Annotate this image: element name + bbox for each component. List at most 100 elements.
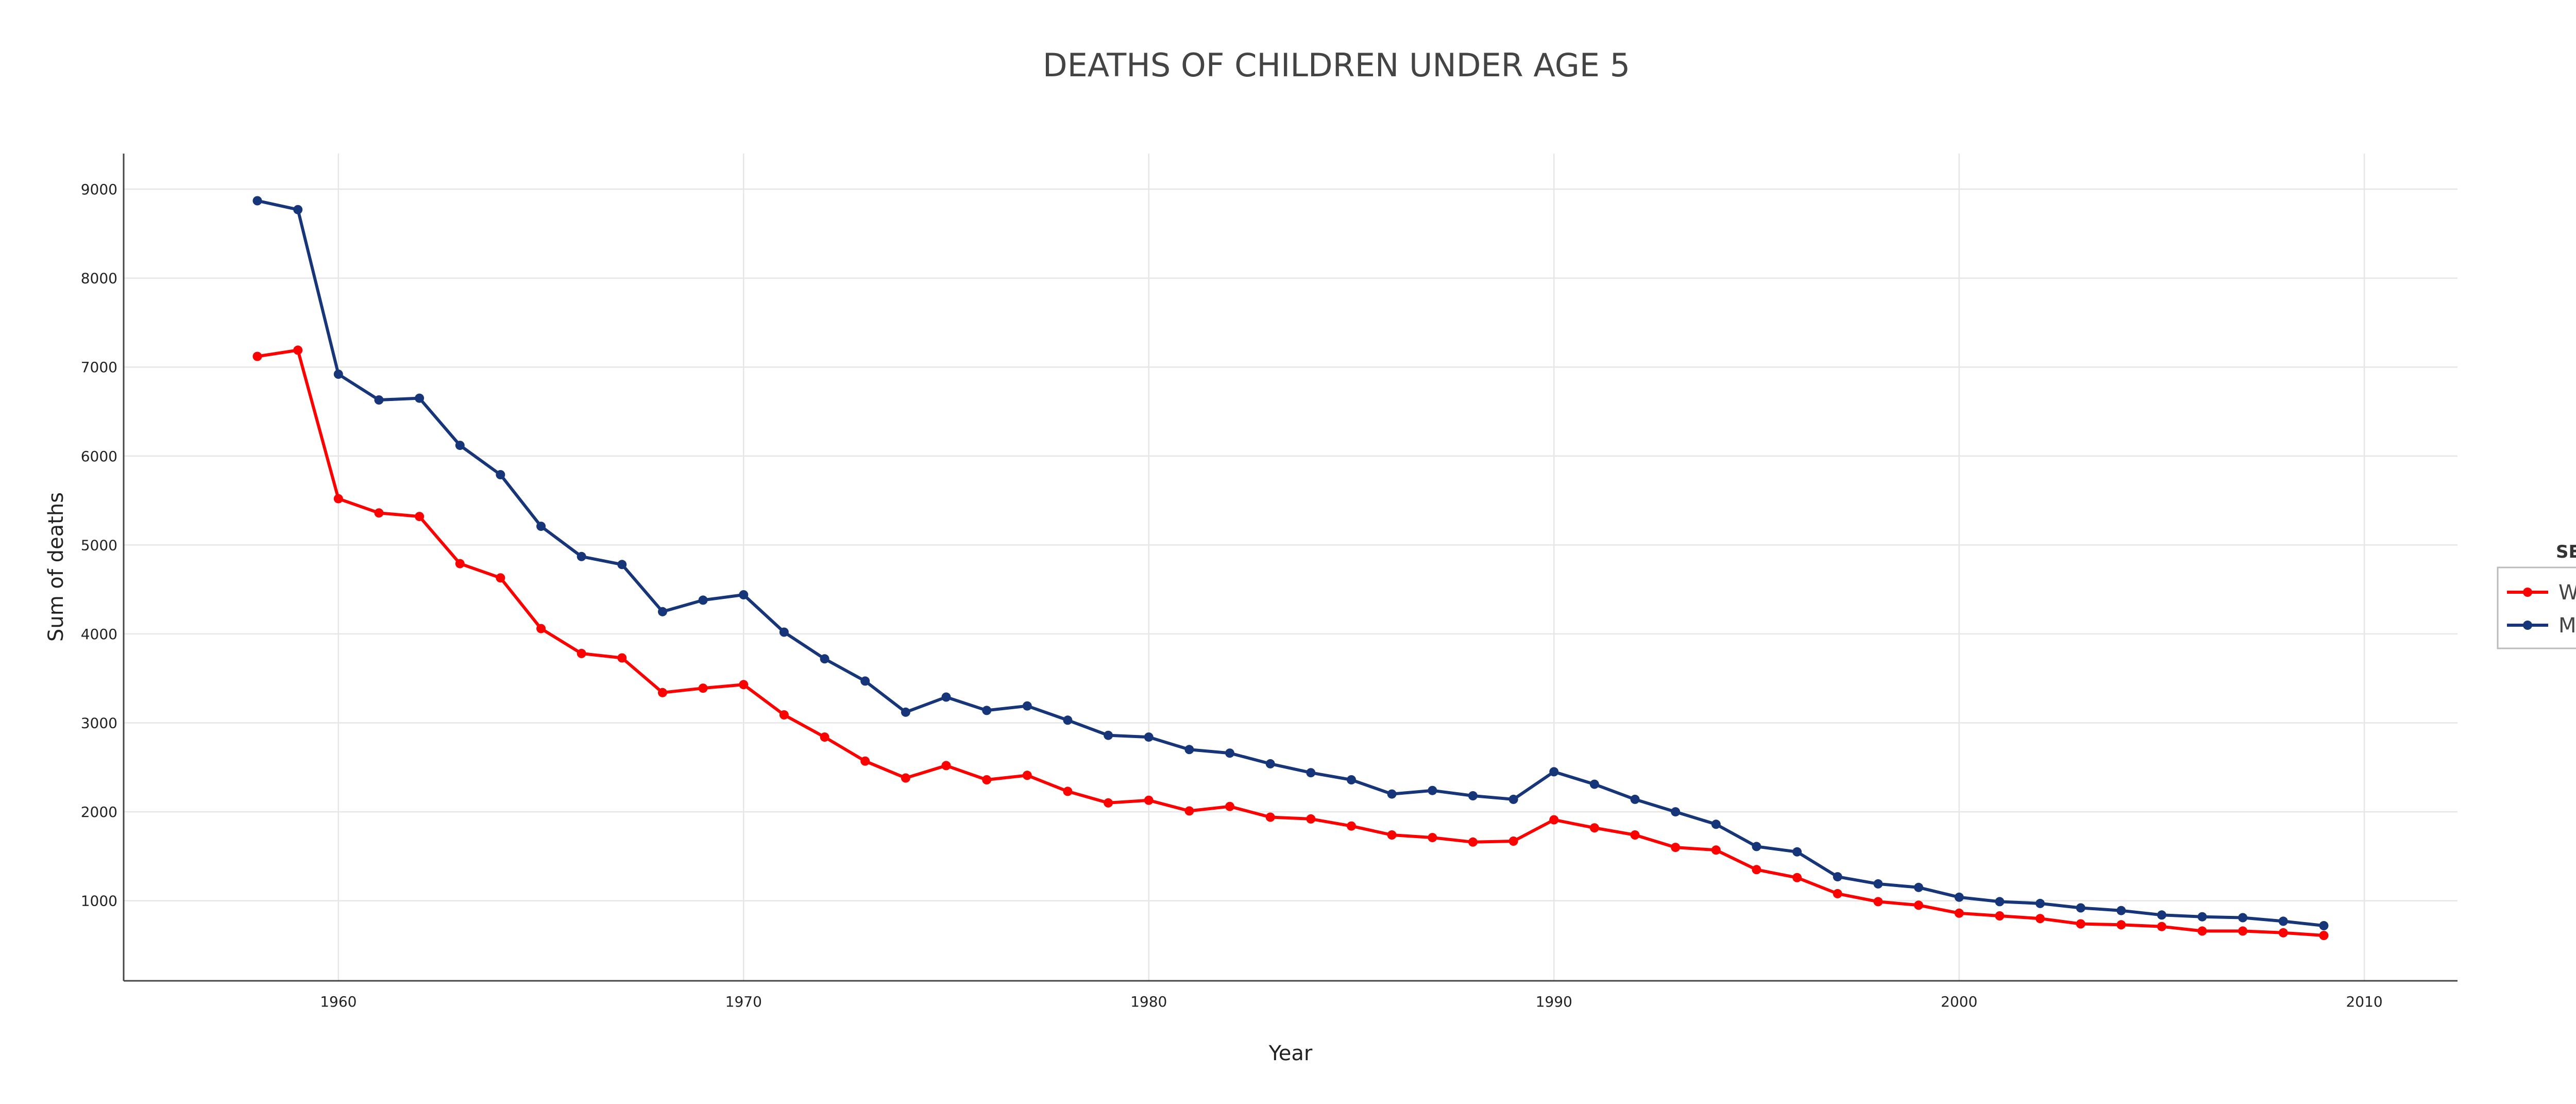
data-point-men	[1711, 819, 1721, 829]
data-point-men	[2278, 916, 2288, 926]
data-point-men	[293, 205, 303, 214]
data-point-women	[982, 775, 992, 784]
data-point-women	[1265, 812, 1275, 822]
y-tick-label: 6000	[81, 448, 117, 465]
data-point-women	[2157, 922, 2166, 931]
data-point-men	[1387, 789, 1397, 799]
data-point-women	[2197, 926, 2207, 936]
data-point-men	[941, 692, 951, 702]
data-point-men	[820, 654, 829, 664]
data-point-women	[1549, 815, 1559, 825]
data-point-women	[2319, 931, 2329, 940]
data-point-women	[455, 559, 465, 568]
data-point-men	[1914, 882, 1923, 892]
data-point-men	[1752, 842, 1761, 851]
y-axis-title: Sum of deaths	[44, 492, 68, 642]
data-point-men	[536, 522, 546, 531]
data-point-women	[252, 352, 262, 361]
data-point-women	[1873, 897, 1883, 907]
x-tick-label: 2010	[2346, 993, 2382, 1010]
data-point-women	[698, 683, 708, 693]
series-women	[252, 345, 2329, 940]
data-point-men	[577, 551, 586, 561]
series-line-women	[257, 348, 2324, 937]
data-point-women	[536, 624, 546, 633]
data-point-men	[1468, 791, 1478, 800]
data-point-women	[901, 773, 910, 783]
data-point-women	[1792, 873, 1802, 882]
data-point-men	[1306, 768, 1316, 778]
data-point-women	[1914, 900, 1923, 910]
legend-label: Women	[2558, 581, 2576, 605]
x-axis-title: Year	[1268, 1042, 1313, 1065]
data-point-women	[860, 756, 870, 766]
x-tick-label: 2000	[1941, 993, 1977, 1010]
data-point-women	[1589, 823, 1599, 833]
data-point-men	[698, 595, 708, 605]
data-point-women	[1387, 830, 1397, 840]
series-men	[252, 196, 2329, 930]
data-point-men	[1833, 872, 1842, 882]
data-point-men	[1063, 715, 1073, 725]
legend-swatch-marker	[2523, 588, 2532, 597]
data-point-women	[2238, 926, 2248, 936]
data-point-men	[1184, 745, 1194, 755]
data-point-men	[2076, 903, 2086, 913]
data-point-women	[2035, 914, 2045, 924]
data-point-men	[2035, 898, 2045, 908]
legend-items: Women Men	[2507, 581, 2576, 638]
series-line-men	[257, 199, 2324, 927]
data-point-men	[2157, 910, 2166, 920]
data-point-men	[1225, 748, 1234, 758]
chart-title: DEATHS OF CHILDREN UNDER AGE 5	[1043, 46, 1630, 84]
data-point-men	[1104, 730, 1113, 740]
data-point-men	[658, 607, 667, 616]
data-point-men	[374, 395, 384, 405]
data-point-women	[1306, 814, 1316, 824]
data-point-women	[1671, 843, 1681, 852]
data-point-women	[1104, 798, 1113, 808]
data-point-women	[779, 710, 789, 720]
data-point-women	[1630, 830, 1640, 840]
x-tick-label: 1960	[320, 993, 357, 1010]
data-point-men	[1630, 794, 1640, 804]
data-point-women	[1347, 821, 1356, 831]
data-point-men	[2116, 906, 2126, 915]
data-point-men	[779, 627, 789, 637]
legend-item-men: Men	[2507, 614, 2576, 638]
y-tick-label: 2000	[81, 804, 117, 821]
data-point-women	[1509, 837, 1518, 846]
data-point-men	[860, 676, 870, 686]
y-axis-ticks: 1000 2000 3000 4000 5000 6000 7000 8000 9000	[81, 181, 117, 910]
y-tick-label: 4000	[81, 626, 117, 643]
legend-item-women: Women	[2507, 581, 2576, 605]
data-point-men	[739, 590, 749, 599]
y-tick-label: 9000	[81, 181, 117, 198]
data-point-women	[617, 653, 627, 663]
data-point-women	[658, 688, 667, 697]
data-point-women	[1711, 845, 1721, 855]
data-point-men	[1995, 897, 2005, 907]
data-point-women	[1225, 801, 1234, 811]
legend-label: Men	[2558, 614, 2576, 638]
legend-title: SEX	[2556, 542, 2576, 562]
legend: SEX Women Men	[2497, 542, 2576, 649]
data-point-men	[1954, 892, 1964, 902]
data-point-men	[1347, 775, 1356, 784]
legend-swatch-marker	[2523, 621, 2532, 630]
data-point-men	[1428, 785, 1437, 795]
data-point-women	[739, 680, 749, 690]
data-point-men	[496, 470, 505, 479]
x-tick-label: 1980	[1130, 993, 1167, 1010]
data-point-men	[1509, 794, 1518, 804]
legend-box	[2497, 566, 2576, 649]
data-point-women	[293, 345, 303, 355]
y-tick-label: 5000	[81, 537, 117, 554]
data-point-women	[333, 494, 343, 504]
x-tick-label: 1990	[1536, 993, 1572, 1010]
data-point-men	[1671, 807, 1681, 817]
data-point-women	[1468, 837, 1478, 847]
y-grid	[124, 188, 2458, 901]
x-axis-ticks: 1960 1970 1980 1990 2000 2010	[320, 993, 2383, 1010]
